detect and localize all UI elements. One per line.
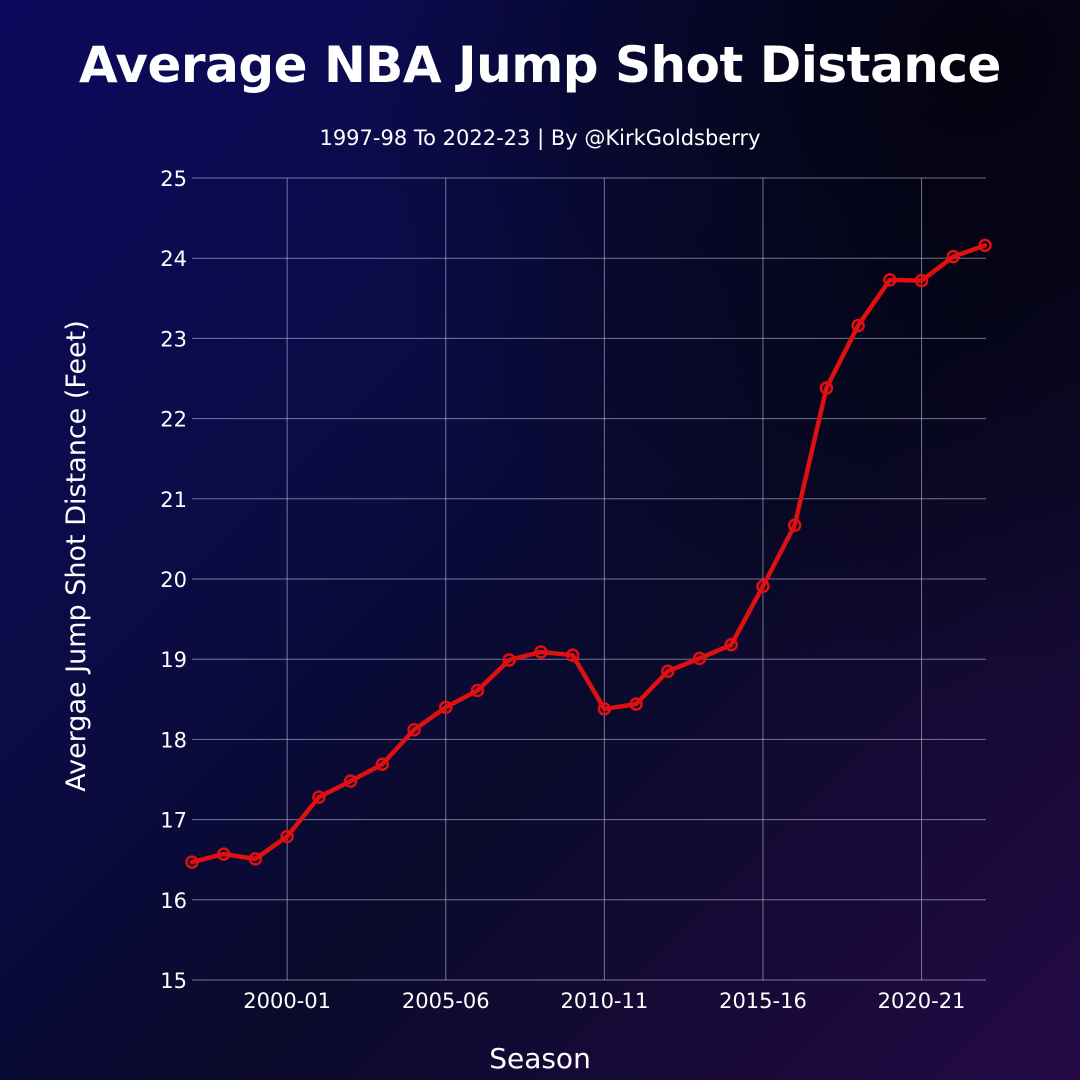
y-tick-label: 19 [160,648,187,672]
data-point [248,852,263,866]
data-point [502,653,516,667]
x-tick-labels: 2000-01 2005-06 2010-11 2015-16 2020-21 [243,989,965,1013]
data-point [756,579,770,593]
data-point [914,273,929,288]
data-point [407,723,421,737]
data-point [597,702,612,716]
y-axis-label: Avergae Jump Shot Distance (Feet) [61,320,92,792]
data-point [819,381,834,395]
y-tick-label: 25 [160,167,187,191]
data-point [851,318,865,333]
y-tick-label: 23 [160,327,187,351]
x-tick-label: 2020-21 [878,989,966,1013]
y-tick-label: 18 [160,728,187,752]
x-tick-label: 2000-01 [243,989,331,1013]
data-point [661,664,675,678]
y-tick-label: 22 [160,408,187,432]
y-tick-label: 21 [160,488,187,512]
data-point [534,645,548,659]
data-point [375,757,390,772]
data-point [883,273,897,287]
x-axis-label: Season [489,1042,591,1075]
series-jump-shot-distance [185,238,992,869]
data-point [439,700,453,715]
data-point [280,829,294,844]
chart-title: Average NBA Jump Shot Distance [79,36,1001,94]
data-point [946,249,961,264]
x-tick-label: 2015-16 [719,989,807,1013]
data-point [470,683,485,698]
data-point [312,790,326,804]
data-point [216,847,231,861]
x-tick-label: 2010-11 [560,989,648,1013]
y-tick-label: 24 [160,247,187,271]
x-tick-label: 2005-06 [402,989,490,1013]
y-tick-label: 17 [160,809,187,833]
data-point [724,638,738,652]
y-tick-label: 20 [160,568,187,592]
data-point [629,697,643,711]
chart-subtitle: 1997-98 To 2022-23 | By @KirkGoldsberry [319,126,761,150]
data-point [787,518,802,533]
data-point [978,238,992,253]
grid [192,177,986,981]
y-tick-labels: 15 16 17 18 19 20 21 22 23 24 25 [160,167,187,993]
data-point [565,648,580,662]
y-tick-label: 16 [160,889,187,913]
series-line [189,243,988,865]
data-point [343,774,358,788]
data-point [692,651,707,666]
data-point [185,855,199,869]
y-tick-label: 15 [160,969,187,993]
